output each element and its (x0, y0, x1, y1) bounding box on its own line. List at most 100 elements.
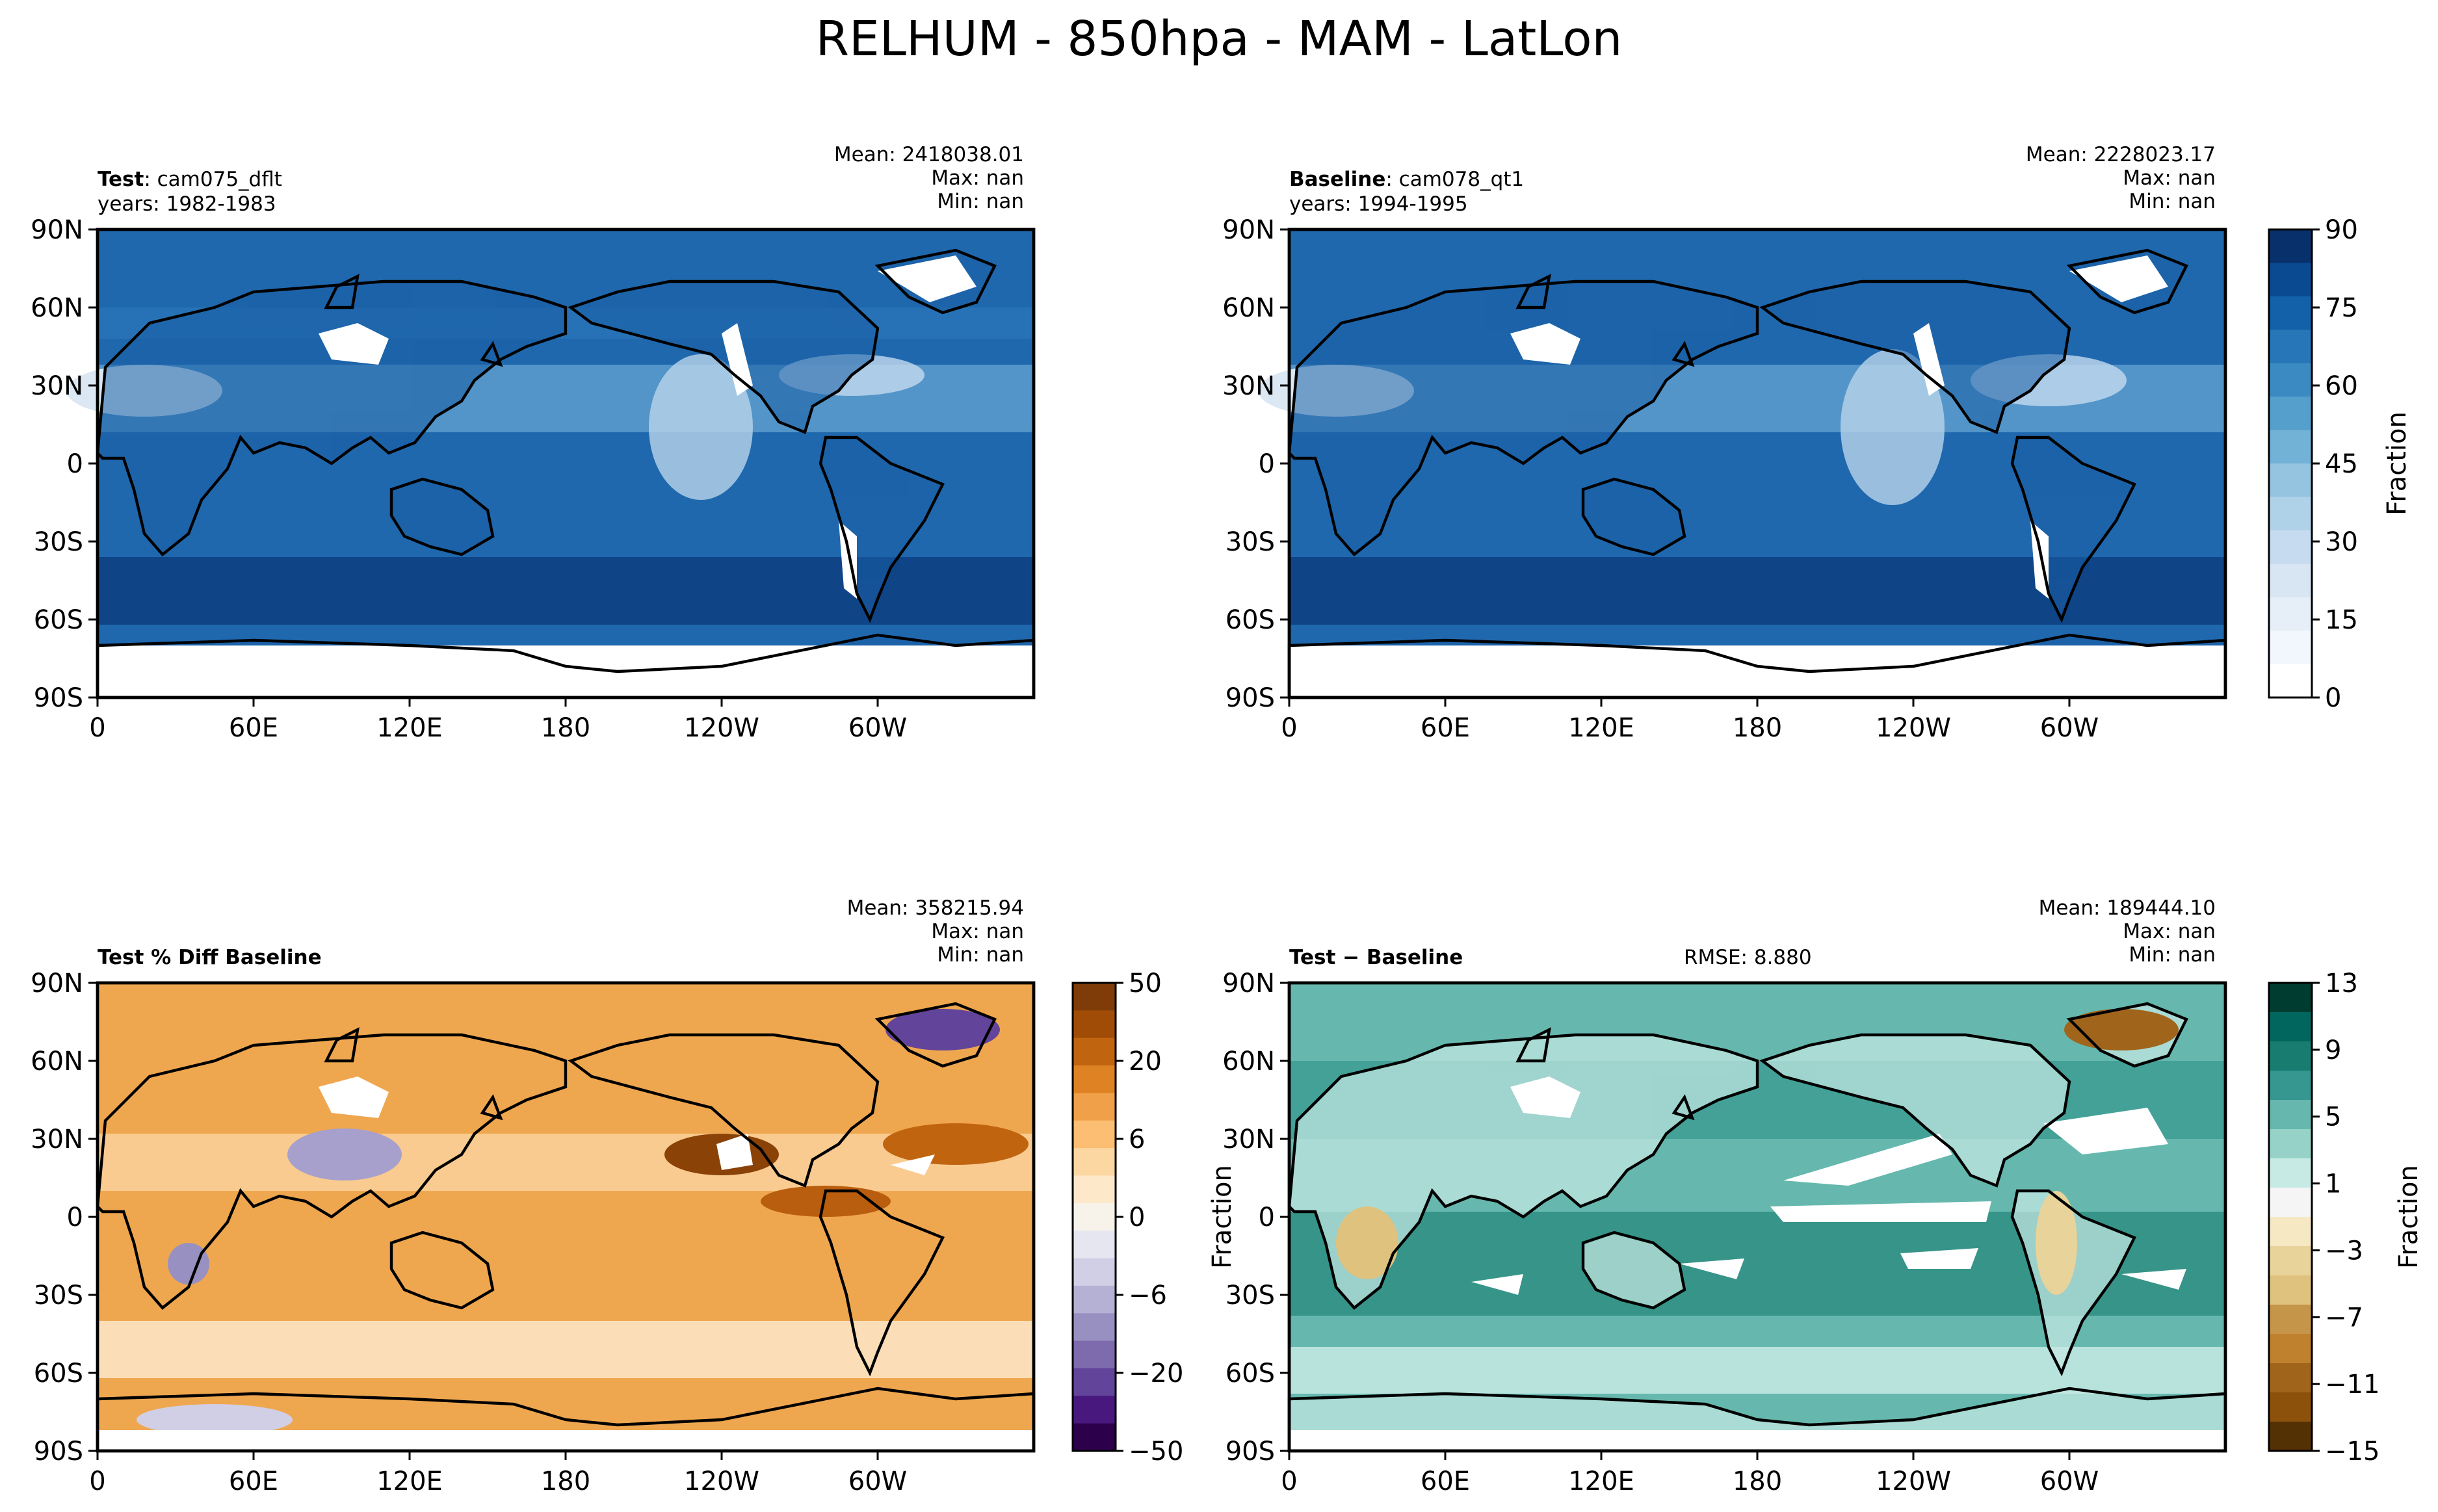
main-colorbar-tick-label: 60 (2325, 371, 2358, 401)
diff-colorbar-swatch (2269, 1071, 2312, 1101)
baseline-mean: Mean: 2228023.17 (2025, 143, 2216, 166)
test-lon-tick-label: 180 (541, 713, 590, 743)
main-colorbar-swatch (2269, 430, 2312, 464)
main-colorbar-label: Fraction (2382, 411, 2412, 515)
pct-colorbar-tick-label: 0 (1129, 1203, 1145, 1232)
diff-lon-tick-label: 120E (1568, 1466, 1634, 1496)
diff-colorbar-tick-label: −7 (2325, 1303, 2363, 1333)
diff-lon-tick-label: 180 (1733, 1466, 1782, 1496)
diff-colorbar-tick-label: −11 (2325, 1370, 2379, 1400)
pct-colorbar-swatch (1073, 1175, 1116, 1204)
diff-colorbar-label: Fraction (2394, 1165, 2424, 1269)
baseline-lat-tick-label: 30S (1226, 527, 1275, 557)
diff-stats: Mean: 189444.10 Max: nan Min: nan (2039, 896, 2216, 967)
test-mean: Mean: 2418038.01 (833, 143, 1024, 166)
diff-colorbar-tick-label: −15 (2325, 1437, 2379, 1466)
diff-max: Max: nan (2123, 920, 2216, 943)
diff-lon-tick-label: 120W (1876, 1466, 1951, 1496)
baseline-stats: Mean: 2228023.17 Max: nan Min: nan (2026, 143, 2216, 213)
pct-colorbar-swatch (1073, 1037, 1116, 1066)
diff-lat-tick-label: 90N (1222, 969, 1275, 998)
pctdiff-lon-tick-label: 120W (684, 1466, 759, 1496)
pctdiff-lon-tick-label: 60W (848, 1466, 907, 1496)
diff-colorbar-swatch (2269, 1334, 2312, 1364)
baseline-lon-tick-label: 60E (1421, 713, 1470, 743)
pctdiff-stats: Mean: 358215.94 Max: nan Min: nan (847, 896, 1024, 967)
pctdiff-lon-tick-label: 180 (541, 1466, 590, 1496)
diff-colorbar-swatch (2269, 1041, 2312, 1071)
test-lon-tick-label: 120E (376, 713, 443, 743)
main-colorbar-swatch (2269, 631, 2312, 665)
pct-colorbar-swatch (1073, 1203, 1116, 1231)
pct-colorbar-swatch (1073, 1285, 1116, 1314)
test-stats: Mean: 2418038.01 Max: nan Min: nan (834, 143, 1024, 213)
diff-colorbar-swatch (2269, 1129, 2312, 1159)
pct-colorbar-swatch (1073, 983, 1116, 1011)
baseline-max: Max: nan (2123, 166, 2216, 190)
diff-colorbar-swatch (2269, 1246, 2312, 1276)
pct-colorbar-swatch (1073, 1396, 1116, 1424)
diff-colorbar-swatch (2269, 1392, 2312, 1422)
test-label-case: cam075_dflt (150, 168, 282, 191)
diff-colorbar-tick-label: 1 (2325, 1169, 2341, 1199)
pctdiff-panel-label: Test % Diff Baseline (98, 946, 322, 969)
pct-colorbar-tick-label: 20 (1129, 1047, 1162, 1076)
baseline-lat-tick-label: 60S (1226, 605, 1275, 635)
test-map (66, 228, 1036, 699)
main-colorbar-tick-label: 15 (2325, 605, 2358, 635)
main-colorbar-swatch (2269, 530, 2312, 564)
pct-colorbar-tick-label: −50 (1129, 1437, 1183, 1466)
pct-colorbar-swatch (1073, 1093, 1116, 1121)
main-colorbar-swatch (2269, 363, 2312, 397)
pct-colorbar-swatch (1073, 1313, 1116, 1342)
diff-colorbar-tick-label: 5 (2325, 1102, 2341, 1132)
pct-colorbar-swatch (1073, 1368, 1116, 1396)
pct-colorbar-swatch (1073, 1065, 1116, 1093)
pct-colorbar-tick-label: −6 (1129, 1281, 1167, 1310)
pctdiff-max: Max: nan (931, 920, 1024, 943)
baseline-label-sep: : (1385, 168, 1393, 191)
baseline-map (1258, 228, 2227, 699)
test-lat-tick-label: 30S (34, 527, 83, 557)
pctdiff-lon-tick-label: 60E (229, 1466, 278, 1496)
baseline-lon-tick-label: 0 (1281, 713, 1297, 743)
diff-lat-tick-label: 60S (1226, 1359, 1275, 1388)
main-colorbar-swatch (2269, 564, 2312, 598)
baseline-lat-tick-label: 0 (1259, 449, 1275, 479)
diff-colorbar-swatch (2269, 1305, 2312, 1335)
colorbars-layer: 9075604530150Fraction502060−6−20−5013951… (1071, 215, 2424, 1466)
diff-colorbar-swatch (2269, 1422, 2312, 1452)
diff-colorbar-swatch (2269, 983, 2312, 1013)
pct-colorbar-swatch (1073, 1120, 1116, 1149)
pctdiff-label-bold: Test % Diff Baseline (98, 946, 322, 969)
pctdiff-mean: Mean: 358215.94 (846, 896, 1024, 920)
pctdiff-lat-tick-label: 90N (31, 969, 83, 998)
diff-min: Min: nan (2129, 943, 2216, 967)
main-colorbar-swatch (2269, 397, 2312, 431)
test-lat-tick-label: 90N (31, 215, 83, 245)
diff-colorbar-tick-label: 13 (2325, 969, 2358, 998)
diff-colorbar-swatch (2269, 1012, 2312, 1042)
pct-colorbar-swatch (1073, 1231, 1116, 1259)
pct-colorbar-swatch (1073, 1010, 1116, 1039)
diff-lat-tick-label: 60N (1222, 1047, 1275, 1076)
main-colorbar-swatch (2269, 497, 2312, 531)
diff-lon-tick-label: 0 (1281, 1466, 1297, 1496)
test-panel-label: Test: cam075_dflt (98, 168, 282, 191)
test-lat-tick-label: 90S (34, 683, 83, 713)
baseline-lon-tick-label: 60W (2040, 713, 2099, 743)
diff-colorbar-frame (2268, 982, 2313, 1452)
diff-colorbar-swatch (2269, 1158, 2312, 1188)
main-colorbar-swatch (2269, 463, 2312, 497)
baseline-panel-label: Baseline: cam078_qt1 (1289, 168, 1524, 191)
main-colorbar-tick-label: 90 (2325, 215, 2358, 245)
main-colorbar-tick-label: 45 (2325, 449, 2358, 479)
diff-ylabel: Fraction (1207, 1165, 1237, 1269)
baseline-min: Min: nan (2129, 190, 2216, 213)
main-colorbar-swatch (2269, 597, 2312, 631)
diff-colorbar-swatch (2269, 1188, 2312, 1218)
test-lat-tick-label: 0 (67, 449, 83, 479)
main-colorbar-tick-label: 75 (2325, 293, 2358, 323)
diff-panel-label: Test − Baseline (1289, 946, 1463, 969)
